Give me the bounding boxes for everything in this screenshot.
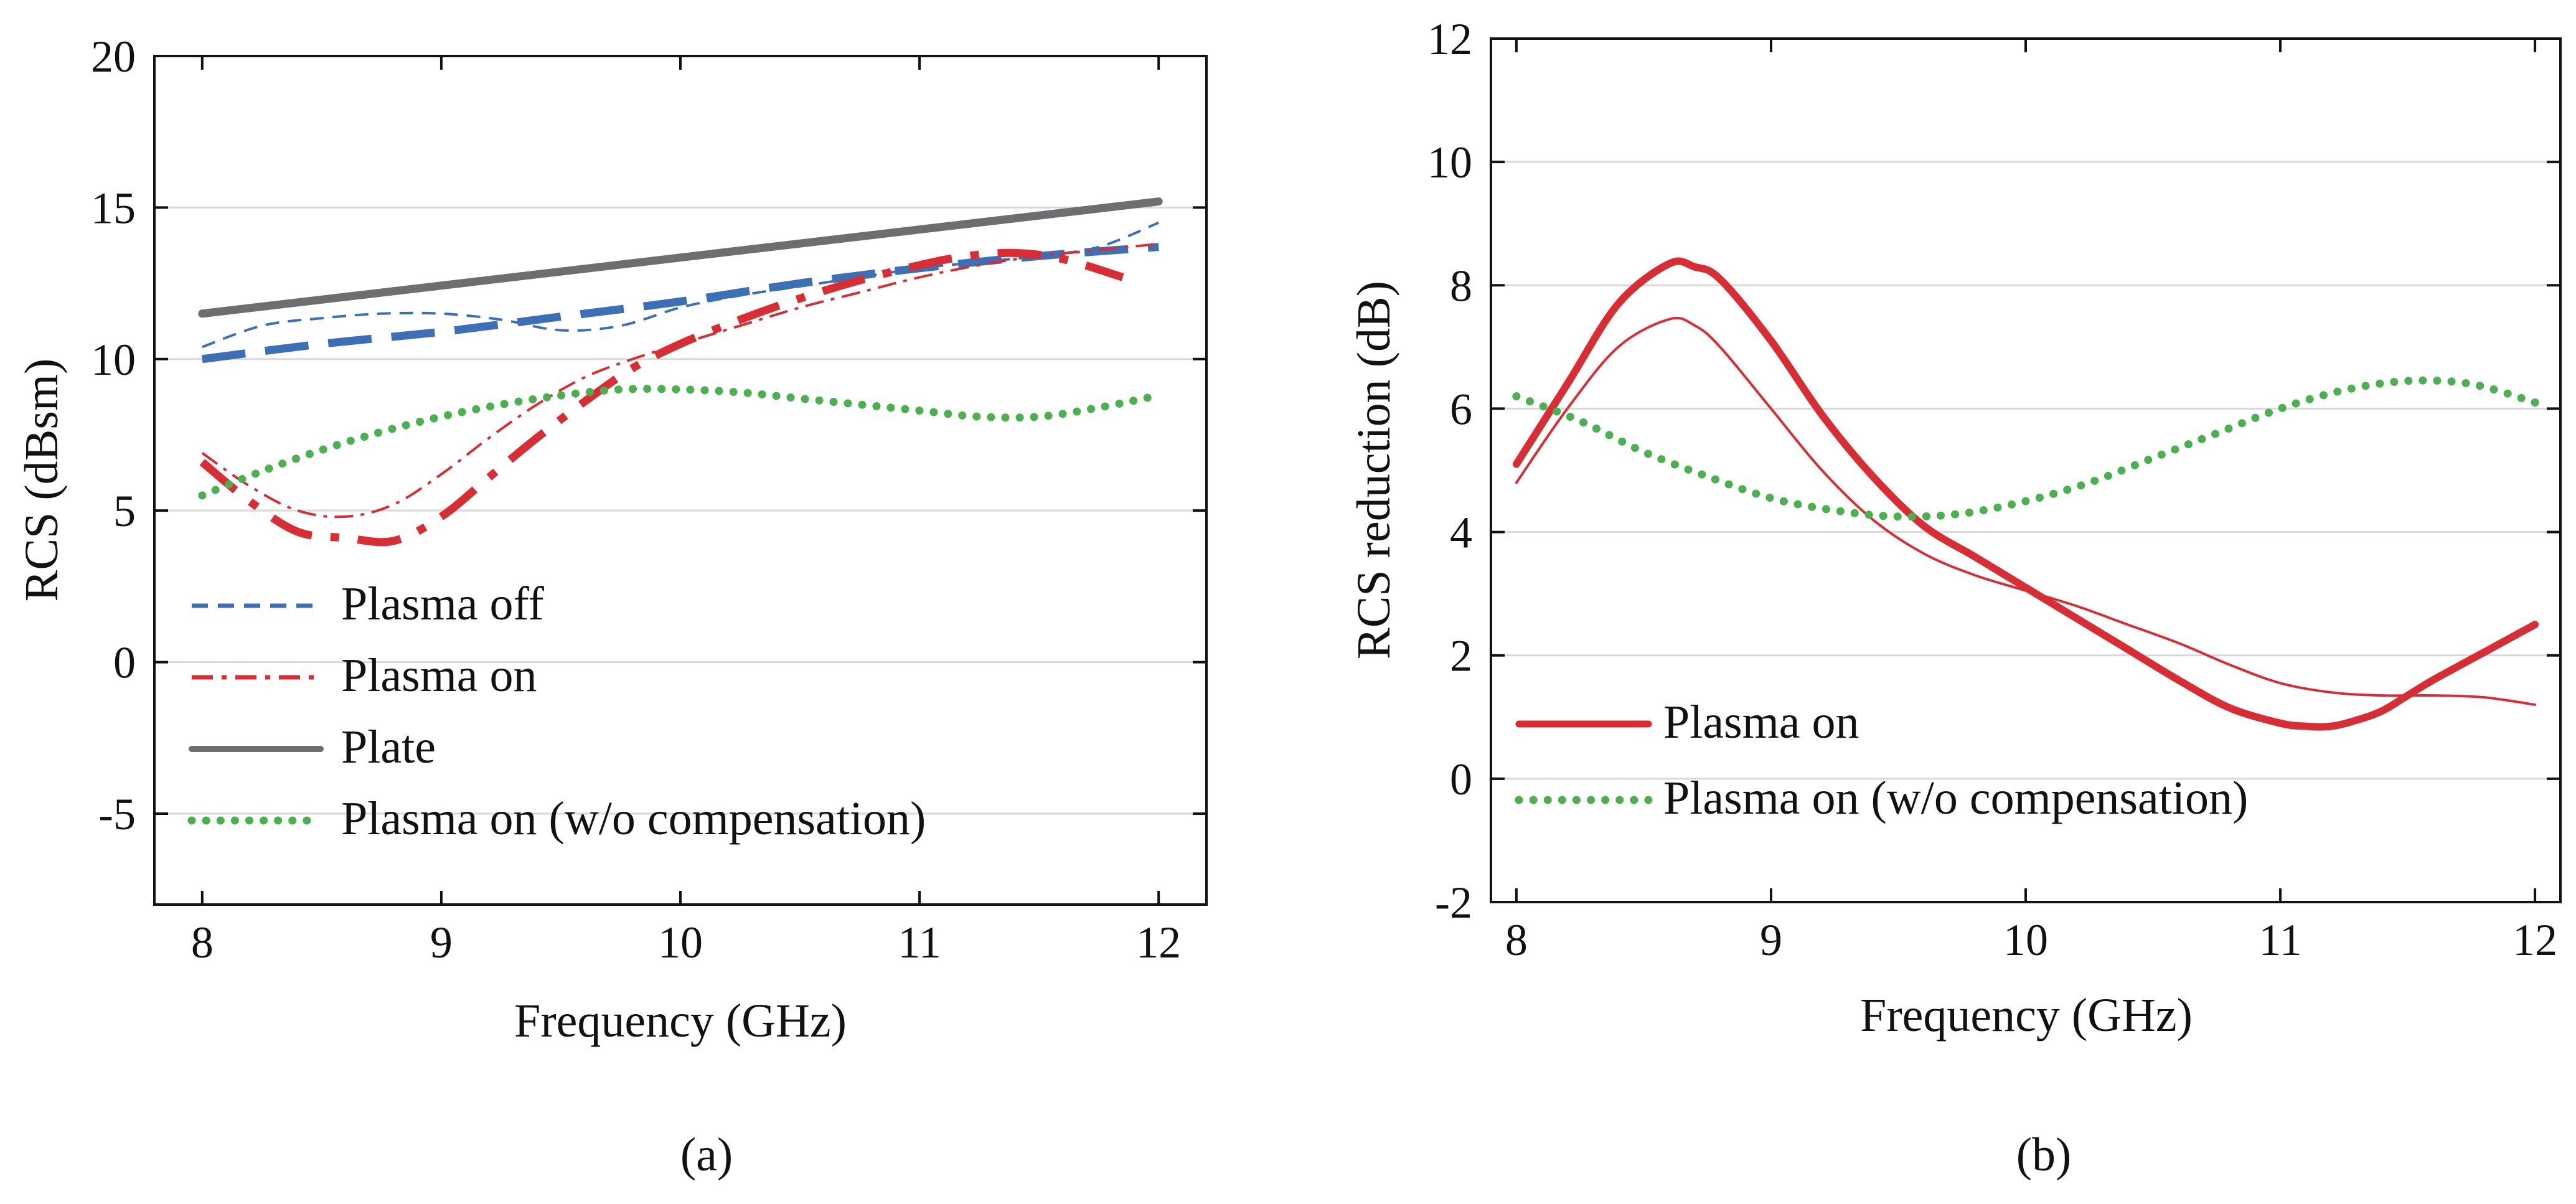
- x-axis-label-b: Frequency (GHz): [1860, 989, 2193, 1042]
- x-tick-label: 8: [191, 918, 214, 967]
- x-tick-label: 12: [1136, 918, 1181, 967]
- series-line-plasma-on-w-o-compensation: [1512, 376, 2539, 521]
- x-tick-label: 10: [2003, 915, 2048, 965]
- legend-label: Plasma on: [341, 649, 537, 702]
- panel-label-a: (a): [680, 1129, 733, 1181]
- series-line-plasma-on-thin: [1515, 316, 2537, 706]
- chart-panel-b: -2 0 2 4 6 8 10 12 8 9 10 11 12 Frequency (GHz) RCS …: [1348, 14, 2562, 1181]
- series-line-plasma-off: [202, 221, 1159, 349]
- y-tick-label: 20: [91, 32, 136, 82]
- y-tick-label: 4: [1450, 508, 1472, 558]
- x-tick-label: 11: [2259, 915, 2301, 965]
- y-tick-label: 5: [113, 486, 136, 536]
- series-line-plasma-on: [201, 242, 1159, 519]
- x-tick-label: 12: [2513, 915, 2557, 965]
- y-tick-label: 12: [1427, 14, 1472, 64]
- series-a: [198, 197, 1163, 547]
- legend-label: Plasma off: [341, 578, 544, 630]
- legend-a: Plasma off Plasma on Plate Plasma on (w/o c…: [187, 578, 926, 845]
- series-line-plasma-on: [1512, 257, 2539, 731]
- y-tick-label: 6: [1450, 384, 1472, 434]
- y-axis-label-a: RCS (dBsm): [16, 359, 68, 602]
- x-tick-label: 11: [898, 918, 941, 967]
- y-tick-label: 15: [91, 183, 136, 233]
- y-tick-label: 0: [113, 638, 136, 688]
- grid-a: [154, 206, 1206, 815]
- legend-label: Plasma on (w/o compensation): [1663, 772, 2248, 824]
- chart-panel-a: -5 0 5 10 15 20 8 9 10 11 12 Frequency (GHz) RCS (…: [16, 32, 1208, 1181]
- ticks-b: -2 0 2 4 6 8 10 12 8 9 10 11 12: [1427, 14, 2560, 965]
- series-line-plasma-off-thick: [201, 243, 1159, 364]
- legend-label: Plasma on: [1663, 696, 1859, 748]
- legend-label: Plate: [341, 721, 436, 773]
- x-tick-label: 9: [1760, 915, 1782, 965]
- y-axis-label-b: RCS reduction (dB): [1348, 281, 1400, 659]
- legend-label: Plasma on (w/o compensation): [341, 792, 926, 845]
- y-tick-label: 0: [1450, 755, 1472, 804]
- series-line-plate: [198, 197, 1163, 318]
- legend-b: Plasma on Plasma on (w/o compensation): [1515, 696, 2248, 824]
- y-tick-label: -2: [1435, 878, 1472, 928]
- plot-frame-a: [153, 55, 1208, 906]
- ticks-a: -5 0 5 10 15 20 8 9 10 11 12: [91, 32, 1206, 967]
- y-tick-label: 10: [91, 335, 136, 385]
- y-tick-label: 2: [1450, 631, 1472, 681]
- x-axis-label-a: Frequency (GHz): [514, 995, 847, 1047]
- x-tick-label: 9: [430, 918, 453, 967]
- panel-label-b: (b): [2016, 1129, 2072, 1181]
- series-b: [1512, 257, 2539, 731]
- y-tick-label: 10: [1427, 138, 1472, 187]
- x-tick-label: 10: [658, 918, 703, 967]
- x-tick-label: 8: [1505, 915, 1528, 965]
- grid-b: [1491, 161, 2560, 780]
- y-tick-label: -5: [98, 789, 136, 839]
- series-line-plasma-on-w-o-compensation: [198, 385, 1163, 500]
- series-line-plasma-on-thick: [199, 248, 1124, 547]
- y-tick-label: 8: [1450, 261, 1472, 311]
